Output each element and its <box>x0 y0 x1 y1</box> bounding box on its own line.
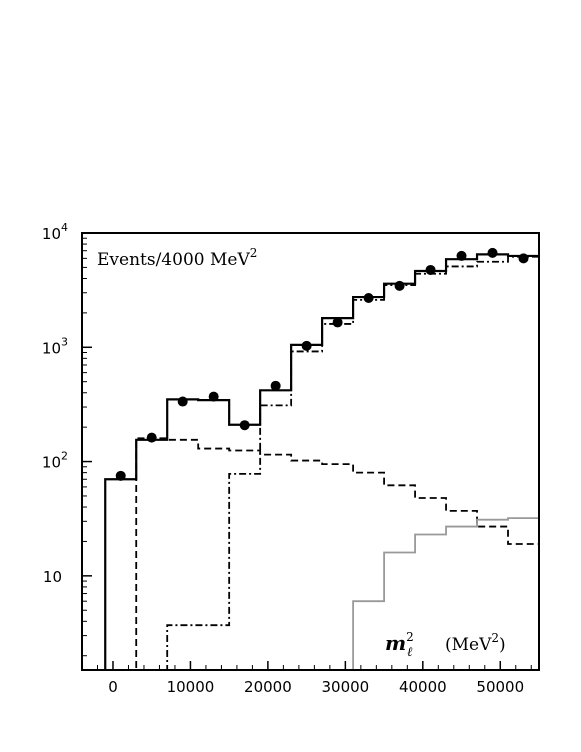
data-point <box>208 391 219 402</box>
axis-unit-close: ) <box>499 635 506 655</box>
x-axis: 0 10000 20000 30000 40000 50000 <box>96 661 532 696</box>
plot-frame <box>81 232 540 671</box>
x-tick-label: 0 <box>108 678 118 696</box>
data-points <box>115 247 529 481</box>
data-point <box>394 280 405 291</box>
data-point <box>363 292 374 303</box>
data-point <box>425 264 436 275</box>
axis-subscript: ℓ <box>407 645 413 660</box>
data-point <box>301 340 312 351</box>
events-annotation: Events/4000 MeV2 <box>97 246 257 270</box>
data-point <box>518 253 529 264</box>
y-tick-exponent: 4 <box>61 221 68 234</box>
x-tick-label: 50000 <box>476 678 524 696</box>
x-tick-label: 10000 <box>167 678 215 696</box>
data-point <box>177 396 188 407</box>
data-point <box>332 317 343 328</box>
series-line-dashed <box>105 437 539 671</box>
annotation-text: Events/4000 MeV <box>97 250 250 270</box>
y-tick-label: 10 <box>43 568 62 586</box>
axis-superscript: 2 <box>406 630 414 644</box>
x-tick-label: 30000 <box>321 678 369 696</box>
data-point <box>239 420 250 431</box>
data-point <box>146 432 157 443</box>
y-tick-exponent: 3 <box>61 335 68 348</box>
x-tick-label: 20000 <box>244 678 292 696</box>
data-point <box>456 250 467 261</box>
axis-symbol: m <box>385 631 406 655</box>
x-tick-label: 40000 <box>399 678 447 696</box>
axis-unit-open: (MeV <box>445 635 492 655</box>
data-point <box>270 380 281 391</box>
data-point <box>115 470 126 481</box>
axis-unit-superscript: 2 <box>491 631 499 645</box>
y-tick-exponent: 2 <box>61 450 68 463</box>
data-point <box>487 247 498 258</box>
annotation-superscript: 2 <box>250 246 258 260</box>
series-line-dashdot <box>105 255 539 671</box>
x-axis-label: m2 ℓ (MeV2) <box>385 630 506 660</box>
